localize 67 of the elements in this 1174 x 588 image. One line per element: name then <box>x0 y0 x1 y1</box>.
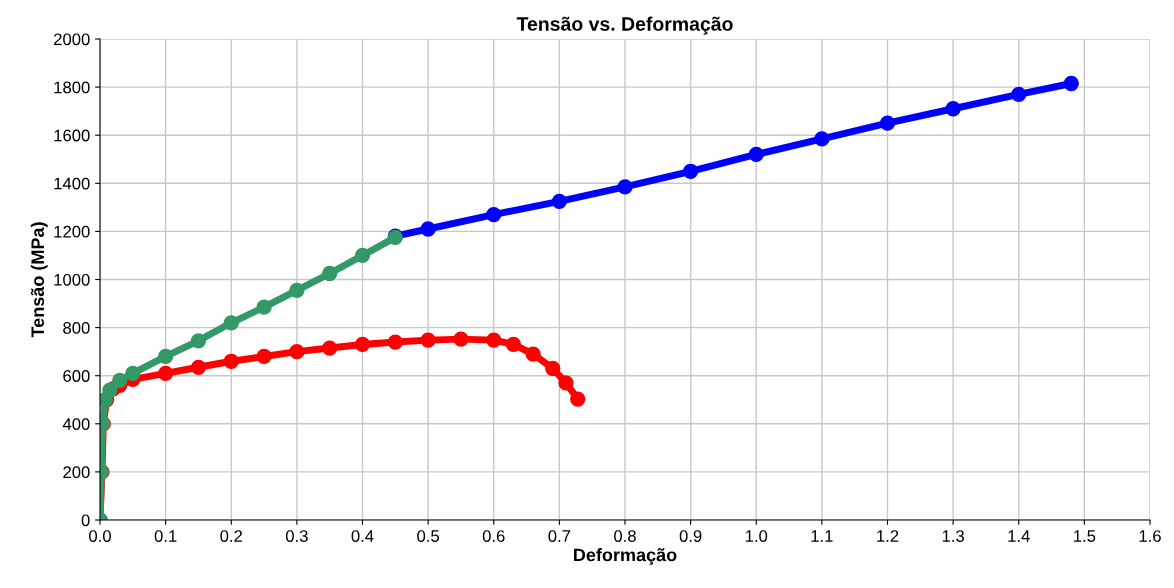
point <box>387 334 403 350</box>
point <box>505 336 522 353</box>
x-tick-label: 0.2 <box>220 530 242 542</box>
y-tick-label: 800 <box>63 322 90 334</box>
y-tick-label: 600 <box>63 370 90 382</box>
point <box>682 163 699 179</box>
y-tick-label: 400 <box>62 418 90 430</box>
x-tick-label: 1.5 <box>1074 530 1096 542</box>
point <box>112 372 128 389</box>
point <box>545 360 561 377</box>
point <box>322 265 338 282</box>
x-tick-label: 0.1 <box>154 530 177 542</box>
x-tick-label: 1.2 <box>877 530 899 542</box>
y-axis-title: Tensão (MPa) <box>30 222 48 338</box>
x-tick-label: 1.1 <box>811 530 833 542</box>
point <box>322 340 338 356</box>
y-tick-label: 1800 <box>54 81 90 94</box>
point <box>190 359 207 375</box>
point <box>814 131 830 147</box>
x-tick-label: 1.0 <box>745 530 768 542</box>
point <box>486 206 502 223</box>
x-tick-label: 0.5 <box>417 530 440 542</box>
point <box>525 346 541 362</box>
y-tick-label: 1000 <box>54 273 90 286</box>
point <box>617 179 633 195</box>
point <box>354 336 371 353</box>
x-tick-label: 1.4 <box>1008 530 1030 542</box>
point <box>256 348 272 365</box>
x-tick-label: 0.4 <box>351 530 374 542</box>
point <box>945 101 961 117</box>
point <box>551 193 568 209</box>
point <box>453 331 469 347</box>
y-tick-label: 1600 <box>54 129 90 142</box>
point <box>420 221 436 237</box>
x-tick-label: 1.6 <box>1139 530 1161 542</box>
point <box>223 315 239 331</box>
y-tick-label: 1400 <box>54 177 90 190</box>
point <box>558 375 574 391</box>
chart-title: Tensão vs. Deformação <box>516 16 733 35</box>
point <box>748 146 764 163</box>
point <box>570 391 586 407</box>
point <box>420 332 436 348</box>
y-tick-label: 2000 <box>54 33 90 46</box>
point <box>486 332 502 348</box>
x-tick-label: 0.3 <box>285 530 308 542</box>
x-tick-label: 0.0 <box>89 530 111 542</box>
y-tick-label: 200 <box>63 466 90 479</box>
x-tick-label: 0.9 <box>679 530 702 542</box>
point <box>256 299 272 315</box>
point <box>289 344 305 360</box>
point <box>289 282 305 298</box>
x-tick-label: 0.8 <box>614 530 636 542</box>
x-tick-label: 0.7 <box>548 530 571 542</box>
point <box>879 115 896 131</box>
point <box>1011 86 1027 102</box>
point <box>223 353 239 369</box>
x-tick-label: 1.3 <box>942 530 964 542</box>
y-tick-label: 1200 <box>54 225 90 238</box>
point <box>157 348 174 365</box>
point <box>1063 75 1079 92</box>
point <box>354 247 371 264</box>
point <box>157 365 174 381</box>
point <box>190 333 207 349</box>
x-tick-label: 0.6 <box>482 530 505 542</box>
x-axis-title: Deformação <box>574 548 677 565</box>
y-tick-label: 0 <box>81 514 90 527</box>
point <box>125 365 141 381</box>
